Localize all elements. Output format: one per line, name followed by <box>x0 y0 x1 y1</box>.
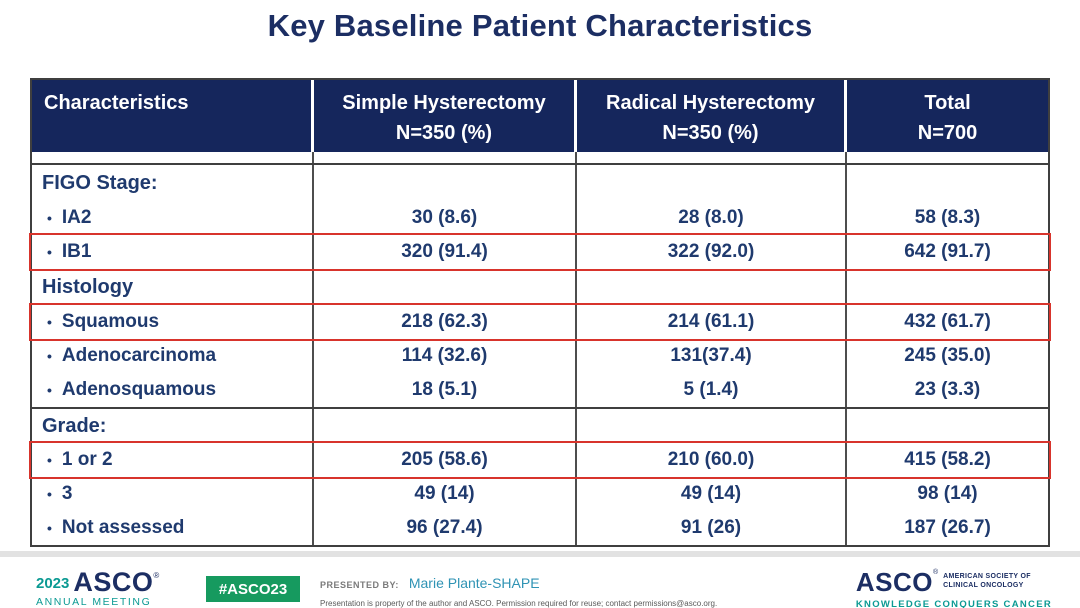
presenter-name: Marie Plante-SHAPE <box>408 575 540 591</box>
spacer-row <box>32 152 1048 165</box>
society-name-line2: CLINICAL ONCOLOGY <box>943 582 1024 590</box>
meeting-year: 2023 <box>36 574 70 592</box>
data-row-ia2: • IA2 30 (8.6) 28 (8.0) 58 (8.3) <box>32 201 1048 235</box>
header-radical-hysterectomy: Radical Hysterectomy N=350 (%) <box>577 80 847 152</box>
value-cell: 18 (5.1) <box>314 373 577 407</box>
asco-tagline: KNOWLEDGE CONQUERS CANCER <box>855 599 1052 608</box>
data-row-ib1-highlighted: • IB1 320 (91.4) 322 (92.0) 642 (91.7) <box>29 233 1051 271</box>
empty-cell <box>847 269 1048 305</box>
empty-cell <box>847 165 1048 201</box>
empty-cell <box>32 152 314 163</box>
value-cell: 114 (32.6) <box>314 339 577 373</box>
data-row-grade-1-or-2-highlighted: • 1 or 2 205 (58.6) 210 (60.0) 415 (58.2) <box>29 441 1051 479</box>
section-row-grade: Grade: <box>32 407 1048 443</box>
empty-cell <box>577 165 847 201</box>
baseline-characteristics-table: Characteristics Simple Hysterectomy N=35… <box>29 78 1051 547</box>
empty-cell <box>847 152 1048 163</box>
registered-mark-icon: ® <box>933 569 939 576</box>
data-row-adenosquamous: • Adenosquamous 18 (5.1) 5 (1.4) 23 (3.3) <box>32 373 1048 407</box>
header-total: Total N=700 <box>847 80 1048 152</box>
table-header-row: Characteristics Simple Hysterectomy N=35… <box>32 80 1048 152</box>
value-cell: 5 (1.4) <box>577 373 847 407</box>
registered-mark-icon: ® <box>153 571 160 580</box>
value-cell: 96 (27.4) <box>314 511 577 545</box>
row-label-cell: • 1 or 2 <box>32 443 314 477</box>
value-cell: 91 (26) <box>577 511 847 545</box>
value-cell: 131(37.4) <box>577 339 847 373</box>
empty-cell <box>577 409 847 443</box>
hashtag-badge: #ASCO23 <box>206 576 300 602</box>
value-cell: 98 (14) <box>917 483 978 504</box>
footer-divider-band <box>0 551 1080 557</box>
section-label-cell: Grade: <box>32 409 314 443</box>
row-label-cell: • IB1 <box>32 235 314 269</box>
value-cell: 214 (61.1) <box>577 305 847 339</box>
bullet-icon: • <box>47 348 52 364</box>
header-simple-hysterectomy: Simple Hysterectomy N=350 (%) <box>314 80 577 152</box>
row-label-cell: • Not assessed <box>32 511 314 545</box>
section-label-cell: Histology <box>32 269 314 305</box>
presented-by-label: PRESENTED BY: <box>320 580 399 590</box>
empty-cell <box>314 152 577 163</box>
empty-cell <box>847 409 1048 443</box>
value-cell: 320 (91.4) <box>314 235 577 269</box>
row-label-cell: • IA2 <box>32 201 314 235</box>
section-row-figo-stage: FIGO Stage: <box>32 165 1048 201</box>
row-label-cell: • Squamous <box>32 305 314 339</box>
asco-society-logo: ASCO ® AMERICAN SOCIETY OF CLINICAL ONCO… <box>856 569 1052 608</box>
empty-cell <box>577 152 847 163</box>
empty-cell <box>314 165 577 201</box>
value-cell: 23 (3.3) <box>914 379 981 400</box>
bullet-icon: • <box>47 486 52 502</box>
value-cell: 210 (60.0) <box>577 443 847 477</box>
value-cell: 205 (58.6) <box>314 443 577 477</box>
value-cell: 58 (8.3) <box>914 207 981 228</box>
row-label-cell: • Adenosquamous <box>32 373 314 407</box>
bullet-icon: • <box>47 452 52 468</box>
data-row-not-assessed: • Not assessed 96 (27.4) 91 (26) 187 (26.… <box>32 511 1048 545</box>
value-cell: 187 (26.7) <box>904 517 991 538</box>
section-label-cell: FIGO Stage: <box>32 165 314 201</box>
value-cell: 218 (62.3) <box>314 305 577 339</box>
data-row-squamous-highlighted: • Squamous 218 (62.3) 214 (61.1) 432 (61.… <box>29 303 1051 341</box>
asco-annual-meeting-logo: 2023 ASCO ® ANNUAL MEETING <box>36 567 160 608</box>
row-label-cell: • 3 <box>32 477 314 511</box>
asco-wordmark: ASCO <box>855 567 933 597</box>
society-name-line1: AMERICAN SOCIETY OF <box>943 573 1031 580</box>
row-label-cell: • Adenocarcinoma <box>32 339 314 373</box>
permission-disclaimer: Presentation is property of the author a… <box>320 599 718 608</box>
bullet-icon: • <box>47 382 52 398</box>
asco-wordmark: ASCO <box>73 567 154 597</box>
value-cell: 642 (91.7) <box>904 241 991 262</box>
value-cell: 49 (14) <box>314 477 577 511</box>
bullet-icon: • <box>47 210 52 226</box>
annual-meeting-label: ANNUAL MEETING <box>36 595 152 608</box>
data-row-grade-3: • 3 49 (14) 49 (14) 98 (14) <box>32 477 1048 511</box>
data-row-adenocarcinoma: • Adenocarcinoma 114 (32.6) 131(37.4) 245… <box>32 339 1048 373</box>
presented-by-block: PRESENTED BY: Marie Plante-SHAPE Present… <box>320 575 717 608</box>
empty-cell <box>314 269 577 305</box>
value-cell: 245 (35.0) <box>904 345 991 366</box>
empty-cell <box>314 409 577 443</box>
table-body: FIGO Stage: • IA2 30 (8.6) 28 (8.0) 58 (8… <box>29 152 1051 545</box>
header-characteristics: Characteristics <box>32 80 314 152</box>
value-cell: 322 (92.0) <box>577 235 847 269</box>
value-cell: 49 (14) <box>577 477 847 511</box>
bullet-icon: • <box>47 314 52 330</box>
value-cell: 432 (61.7) <box>904 311 991 332</box>
value-cell: 28 (8.0) <box>577 201 847 235</box>
bullet-icon: • <box>47 520 52 536</box>
bullet-icon: • <box>47 244 52 260</box>
empty-cell <box>577 269 847 305</box>
section-row-histology: Histology <box>32 269 1048 305</box>
value-cell: 30 (8.6) <box>314 201 577 235</box>
value-cell: 415 (58.2) <box>904 449 991 470</box>
slide-title: Key Baseline Patient Characteristics <box>267 8 813 43</box>
